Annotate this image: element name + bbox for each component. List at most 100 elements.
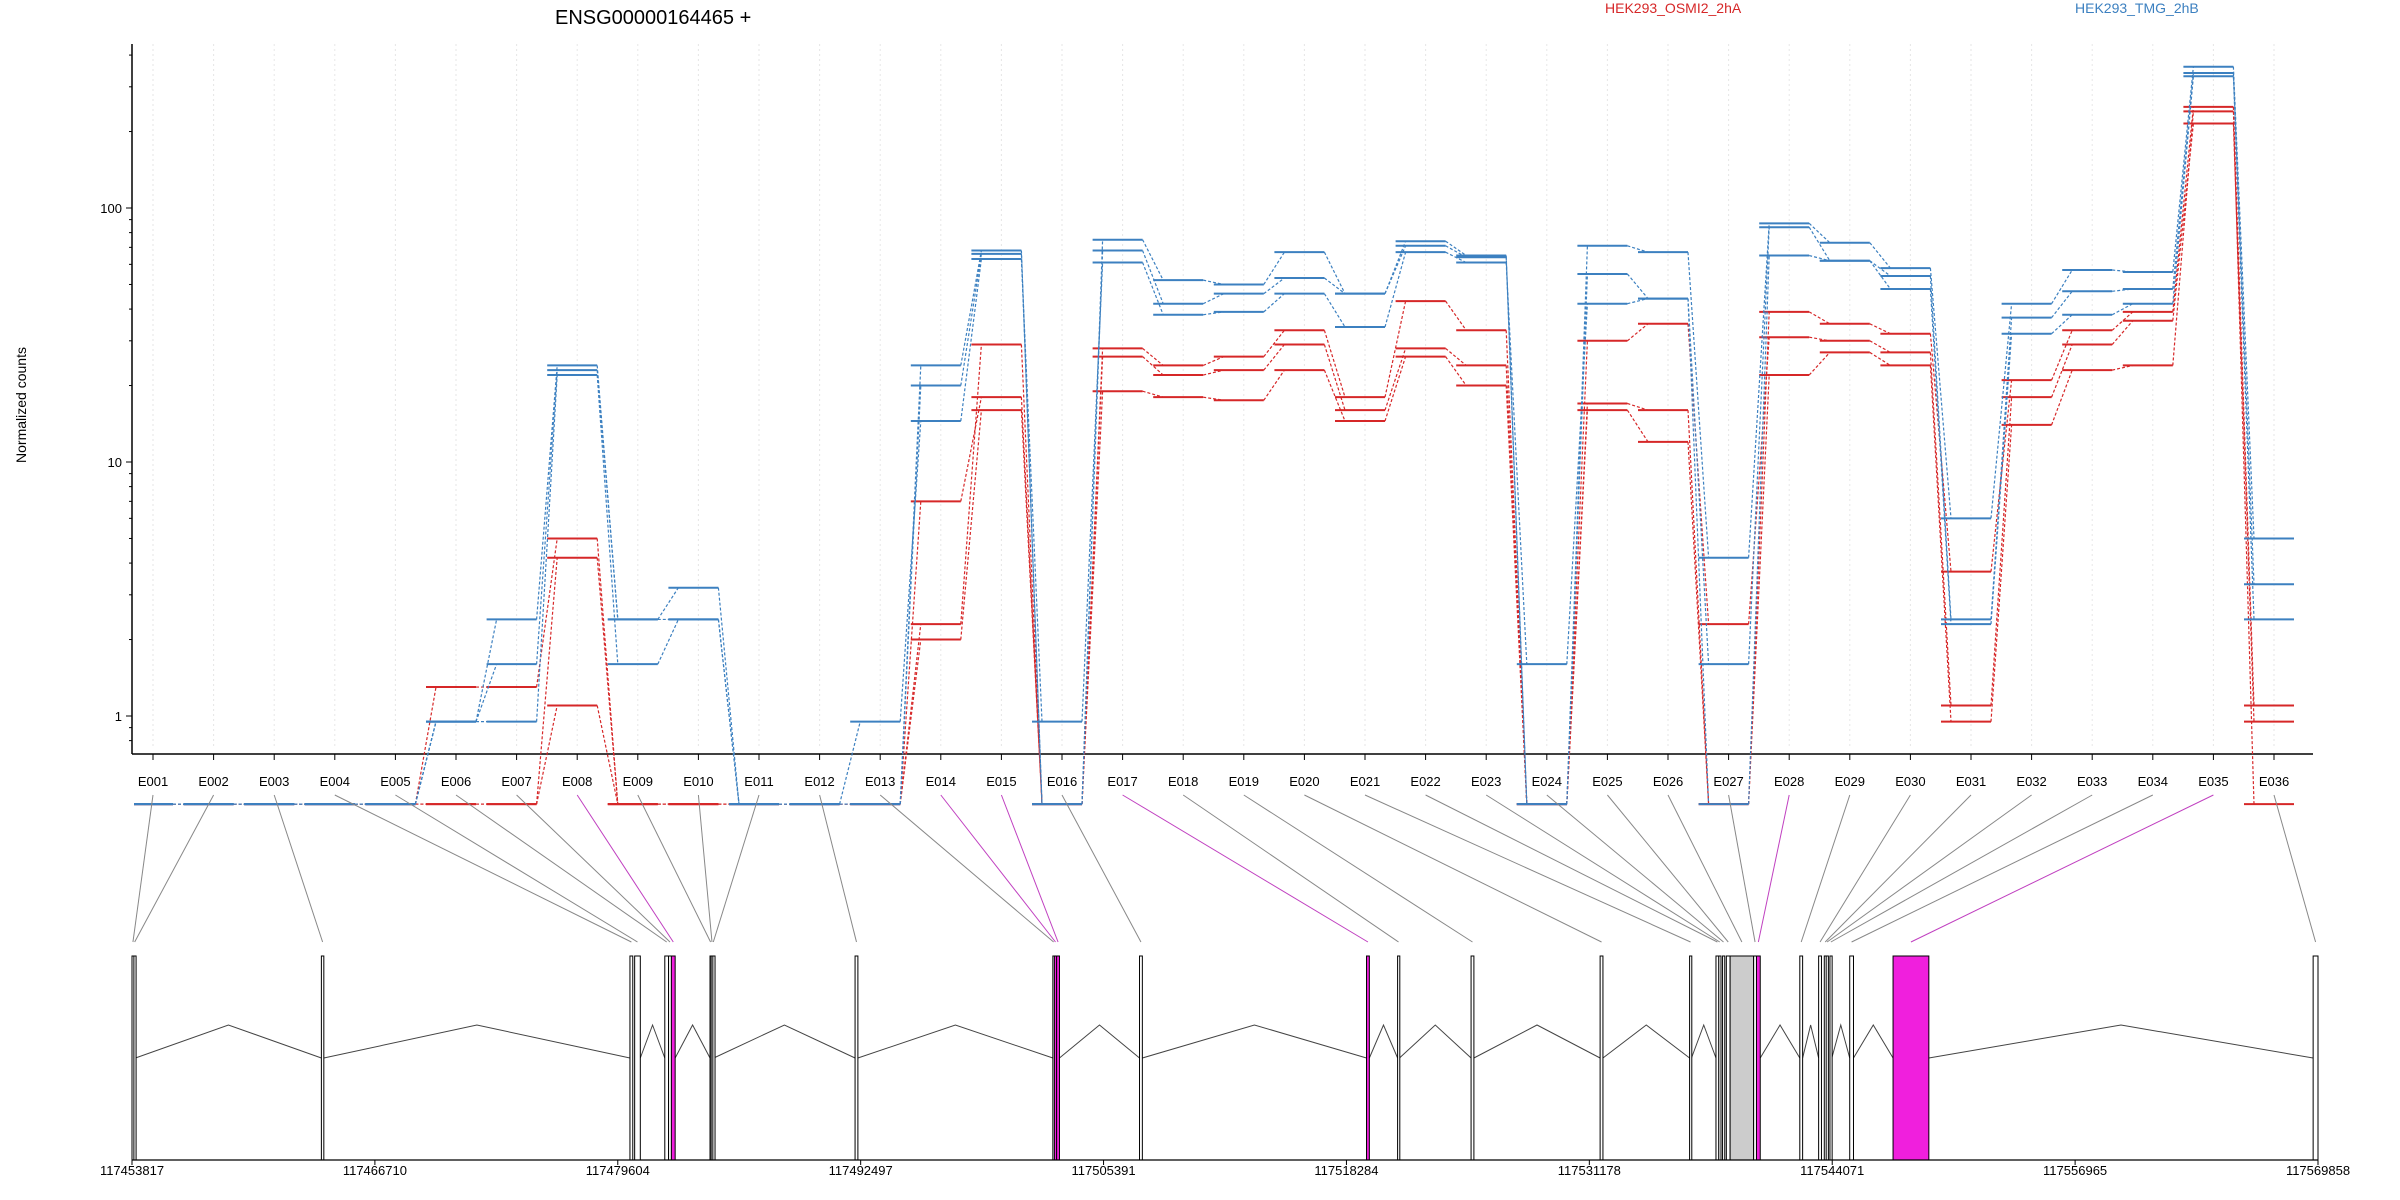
series-connector bbox=[2172, 72, 2194, 290]
series-connector bbox=[717, 619, 740, 805]
series-connector bbox=[1323, 293, 1346, 328]
series-connector bbox=[1323, 369, 1346, 422]
connector-E010 bbox=[697, 794, 713, 943]
connector-E022 bbox=[1425, 794, 1718, 943]
exon-box-E017 bbox=[1366, 955, 1370, 1161]
series-connector bbox=[475, 619, 498, 722]
intron-line bbox=[639, 1023, 666, 1059]
x-tick-label-E010: E010 bbox=[683, 774, 713, 789]
series-connector bbox=[1384, 300, 1407, 398]
genomic-tick-label: 117505391 bbox=[1072, 1163, 1136, 1178]
genomic-tick-label: 117492497 bbox=[829, 1163, 893, 1178]
exon-box-E011 bbox=[712, 955, 716, 1161]
connector-E004 bbox=[334, 794, 632, 943]
series-connector bbox=[536, 365, 558, 620]
series-connector bbox=[2051, 369, 2073, 426]
x-tick-label-E017: E017 bbox=[1107, 774, 1137, 789]
x-tick-label-E019: E019 bbox=[1229, 774, 1259, 789]
series-connector bbox=[1384, 245, 1407, 294]
x-tick-label-E020: E020 bbox=[1289, 774, 1319, 789]
series-connector bbox=[1020, 397, 1043, 805]
connector-E031 bbox=[1824, 794, 1972, 943]
x-tick-label-E009: E009 bbox=[623, 774, 653, 789]
exon-box-E034 bbox=[1849, 955, 1854, 1161]
series-connector bbox=[1505, 365, 1528, 805]
intron-line bbox=[1059, 1024, 1140, 1059]
series-connector bbox=[1142, 262, 1164, 315]
connector-E012 bbox=[819, 794, 857, 943]
series-connector bbox=[1808, 311, 1831, 325]
series-connector bbox=[596, 370, 619, 620]
series-connector bbox=[1626, 273, 1649, 299]
series-connector bbox=[414, 721, 437, 805]
connector-E013 bbox=[879, 794, 1054, 943]
series-connector bbox=[1990, 397, 2013, 706]
exon-box-E033 bbox=[1829, 955, 1833, 1161]
exon-box-E032 bbox=[1825, 955, 1829, 1161]
connector-E030 bbox=[1819, 794, 1911, 943]
series-connector bbox=[839, 721, 861, 805]
series-connector bbox=[1929, 288, 1952, 625]
series-connector bbox=[596, 705, 619, 805]
x-tick-label-E004: E004 bbox=[320, 774, 350, 789]
exon-box-E035 bbox=[1892, 955, 1930, 1161]
x-tick-label-E005: E005 bbox=[380, 774, 410, 789]
x-tick-label-E027: E027 bbox=[1713, 774, 1743, 789]
x-tick-label-E016: E016 bbox=[1047, 774, 1077, 789]
connector-E032 bbox=[1826, 794, 2032, 943]
series-connector bbox=[1748, 223, 1770, 558]
exon-box-E023 bbox=[1718, 955, 1722, 1161]
series-connector bbox=[1445, 245, 1467, 258]
exon-box-E008 bbox=[670, 955, 676, 1161]
exon-box-E024 bbox=[1722, 955, 1726, 1161]
series-connector bbox=[657, 619, 679, 665]
series-connector bbox=[960, 258, 982, 422]
intron-line bbox=[1831, 1023, 1851, 1059]
series-connector bbox=[1990, 380, 2013, 572]
series-connector bbox=[960, 344, 982, 625]
series-connector bbox=[1263, 277, 1285, 295]
connector-E005 bbox=[395, 794, 638, 943]
series-connector bbox=[1081, 262, 1104, 722]
series-connector bbox=[1263, 293, 1285, 313]
gene-model-track bbox=[131, 955, 2319, 1161]
series-connector bbox=[1445, 356, 1467, 386]
x-tick-label-E014: E014 bbox=[926, 774, 956, 789]
series-connector bbox=[2232, 72, 2255, 585]
x-tick-label-E026: E026 bbox=[1653, 774, 1683, 789]
y-tick-label: 10 bbox=[108, 455, 122, 470]
x-tick-label-E022: E022 bbox=[1410, 774, 1440, 789]
x-tick-label-E018: E018 bbox=[1168, 774, 1198, 789]
intron-line bbox=[1602, 1024, 1690, 1059]
genomic-tick-label: 117531178 bbox=[1558, 1163, 1621, 1178]
connector-E025 bbox=[1607, 794, 1729, 943]
series-line-2 bbox=[134, 122, 2294, 806]
series-connector bbox=[1687, 298, 1710, 665]
exon-box-E028 bbox=[1755, 955, 1761, 1161]
x-tick-label-E006: E006 bbox=[441, 774, 471, 789]
connector-E021 bbox=[1364, 794, 1691, 943]
connector-E008 bbox=[576, 794, 674, 943]
series-connector bbox=[2172, 106, 2194, 312]
series-connector bbox=[2051, 269, 2073, 305]
x-tick-label-E012: E012 bbox=[804, 774, 834, 789]
exon-box-E025 bbox=[1725, 955, 1731, 1161]
connector-E007 bbox=[516, 794, 671, 943]
series-connector bbox=[1263, 369, 1285, 401]
connector-E036 bbox=[2273, 794, 2317, 943]
exon-box-E004 bbox=[629, 955, 634, 1161]
series-connector bbox=[1384, 240, 1407, 294]
series-connector bbox=[1869, 323, 1891, 335]
x-tick-label-E015: E015 bbox=[986, 774, 1016, 789]
axes: 1 10 100 bbox=[100, 44, 2313, 755]
series-lines bbox=[134, 65, 2294, 806]
series-connector bbox=[657, 587, 679, 620]
series-connector bbox=[1687, 441, 1710, 805]
intron-line bbox=[1399, 1024, 1472, 1059]
series-connector bbox=[1627, 402, 1649, 411]
series-connector bbox=[1869, 260, 1891, 290]
genomic-tick-label: 117479604 bbox=[586, 1163, 650, 1178]
series-line-5 bbox=[134, 72, 2294, 806]
series-connector bbox=[1263, 329, 1285, 357]
